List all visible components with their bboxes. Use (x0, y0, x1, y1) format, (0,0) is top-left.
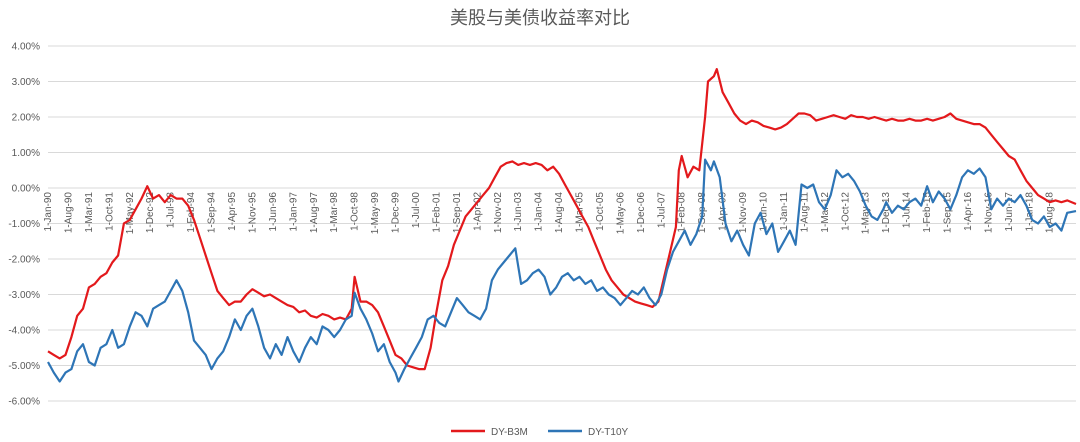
y-tick-label: -5.00% (8, 361, 40, 372)
x-tick-label: 1-Nov-02 (493, 192, 504, 234)
x-tick-label: 1-Nov-16 (983, 192, 994, 234)
y-tick-label: -3.00% (8, 290, 40, 301)
x-tick-label: 1-Oct-05 (595, 192, 606, 231)
x-tick-label: 1-Jan-04 (534, 192, 545, 232)
legend: DY-B3M DY-T10Y (451, 427, 629, 438)
y-axis-labels: 4.00% 3.00% 2.00% 1.00% 0.00% -1.00% -2.00% -3.… (8, 42, 40, 408)
x-tick-label: 1-Feb-01 (431, 192, 442, 233)
x-tick-label: 1-Jan-90 (43, 192, 54, 232)
y-tick-label: -4.00% (8, 326, 40, 337)
y-tick-label: -1.00% (8, 219, 40, 230)
x-tick-label: 1-Oct-98 (350, 192, 361, 231)
x-tick-label: 1-Dec-13 (881, 192, 892, 234)
y-tick-label: 2.00% (12, 113, 40, 124)
legend-label-dy-b3m: DY-B3M (491, 427, 528, 438)
y-tick-label: 3.00% (12, 77, 40, 88)
chart-title: 美股与美债收益率对比 (450, 8, 630, 29)
y-tick-label: -6.00% (8, 397, 40, 408)
x-tick-label: 1-Jan-97 (288, 192, 299, 232)
x-tick-label: 1-Jul-93 (166, 192, 177, 229)
x-tick-label: 1-Sep-15 (943, 192, 954, 234)
x-tick-label: 1-Aug-90 (63, 192, 74, 234)
series-lines (47, 67, 1077, 383)
x-tick-label: 1-Jun-17 (1004, 192, 1015, 232)
x-tick-label: 1-Apr-95 (227, 192, 238, 231)
x-tick-label: 1-Mar-91 (84, 192, 95, 233)
x-tick-label: 1-Aug-18 (1045, 192, 1056, 234)
x-tick-label: 1-Jun-10 (759, 192, 770, 232)
x-tick-label: 1-Apr-16 (963, 192, 974, 231)
x-tick-label: 1-Dec-99 (391, 192, 402, 234)
x-tick-label: 1-Mar-12 (820, 192, 831, 233)
x-tick-label: 1-Feb-15 (922, 192, 933, 233)
x-tick-label: 1-Sep-01 (452, 192, 463, 234)
x-tick-label: 1-Jun-96 (268, 192, 279, 232)
x-tick-label: 1-Oct-91 (104, 192, 115, 231)
x-tick-label: 1-May-06 (615, 192, 626, 235)
x-tick-label: 1-Nov-09 (738, 192, 749, 234)
y-tick-label: 0.00% (12, 184, 40, 195)
y-tick-label: 4.00% (12, 42, 40, 53)
x-tick-label: 1-Jan-11 (779, 192, 790, 231)
x-tick-label: 1-May-99 (370, 192, 381, 235)
x-tick-label: 1-Aug-97 (309, 192, 320, 234)
x-axis-labels: 1-Jan-90 1-Aug-90 1-Mar-91 1-Oct-91 1-May-92… (43, 192, 1056, 235)
x-tick-label: 1-Jul-00 (411, 192, 422, 229)
legend-label-dy-t10y: DY-T10Y (588, 427, 629, 438)
x-tick-label: 1-Jun-03 (513, 192, 524, 232)
x-tick-label: 1-Feb-08 (677, 192, 688, 233)
x-tick-label: 1-May-92 (125, 192, 136, 235)
x-tick-label: 1-Jul-07 (656, 192, 667, 229)
x-tick-label: 1-Oct-12 (840, 192, 851, 231)
x-tick-label: 1-Dec-92 (145, 192, 156, 234)
series-line-dy-b3m (47, 67, 1077, 371)
x-tick-label: 1-Nov-95 (247, 192, 258, 234)
x-tick-label: 1-Apr-02 (472, 192, 483, 231)
x-tick-label: 1-Dec-06 (636, 192, 647, 234)
x-tick-label: 1-Sep-94 (207, 192, 218, 234)
series-line-dy-t10y (47, 158, 1077, 383)
y-tick-label: -2.00% (8, 255, 40, 266)
gridlines (48, 45, 1076, 402)
x-tick-label: 1-Aug-04 (554, 192, 565, 234)
x-tick-label: 1-Aug-11 (799, 192, 810, 233)
y-tick-label: 1.00% (12, 148, 40, 159)
x-tick-label: 1-May-13 (861, 192, 872, 235)
x-tick-label: 1-Mar-98 (329, 192, 340, 233)
x-tick-label: 1-Jul-14 (902, 192, 913, 229)
